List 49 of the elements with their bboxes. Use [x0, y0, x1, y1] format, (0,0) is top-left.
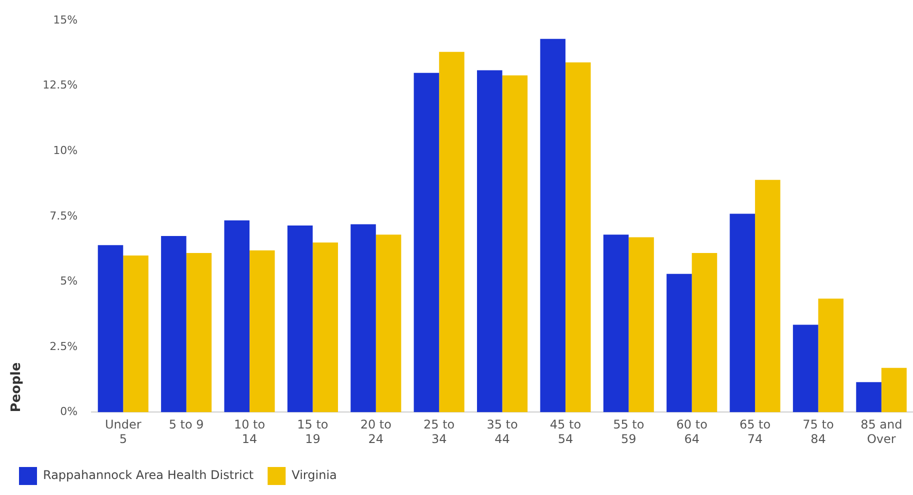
bar — [287, 226, 313, 412]
legend-label: Rappahannock Area Health District — [43, 468, 254, 482]
y-tick-label: 15% — [53, 13, 78, 26]
x-tick-label: 55 to 59 — [613, 418, 644, 446]
legend-label: Virginia — [292, 468, 337, 482]
bar — [476, 70, 502, 412]
y-tick-label: 12.5% — [42, 78, 78, 92]
y-axis-title: People — [9, 362, 24, 412]
x-tick-label: 85 and Over — [860, 418, 902, 446]
bar — [414, 72, 440, 412]
x-tick-label: 75 to 84 — [802, 418, 834, 446]
x-tick-label: 60 to 64 — [676, 418, 708, 446]
x-tick-label: 35 to 44 — [486, 418, 518, 446]
bar — [350, 224, 376, 412]
bar — [224, 220, 250, 412]
y-tick-label: 5% — [60, 274, 78, 288]
bar — [161, 236, 186, 412]
bar — [628, 237, 654, 412]
bar — [502, 75, 528, 412]
y-tick-label: 7.5% — [50, 209, 78, 222]
x-tick-label: 45 to 54 — [550, 418, 582, 446]
bar — [881, 368, 907, 412]
bar — [755, 180, 780, 412]
y-tick-label: 10% — [53, 144, 78, 157]
bar — [856, 382, 882, 412]
x-tick-label: 65 to 74 — [739, 418, 771, 446]
bar — [250, 250, 275, 412]
x-tick-label: 15 to 19 — [297, 418, 328, 446]
x-tick-label: 25 to 34 — [424, 418, 455, 446]
bar — [439, 52, 464, 412]
bar — [666, 274, 692, 412]
bar — [98, 245, 124, 412]
x-tick-label: 10 to 14 — [234, 418, 266, 446]
x-tick-label: 20 to 24 — [360, 418, 392, 446]
x-tick-label: 5 to 9 — [168, 418, 204, 432]
bar — [692, 252, 718, 412]
x-tick-label: Under 5 — [104, 418, 142, 446]
bar — [123, 256, 148, 412]
bar — [312, 242, 338, 412]
y-tick-label: 2.5% — [50, 340, 78, 353]
bar — [818, 298, 844, 412]
bar — [792, 324, 818, 412]
bar — [186, 252, 212, 412]
bar — [730, 214, 756, 412]
bar — [540, 38, 566, 412]
bar — [603, 234, 629, 412]
y-tick-label: 0% — [60, 405, 78, 418]
bar — [376, 234, 402, 412]
bar — [565, 62, 591, 412]
